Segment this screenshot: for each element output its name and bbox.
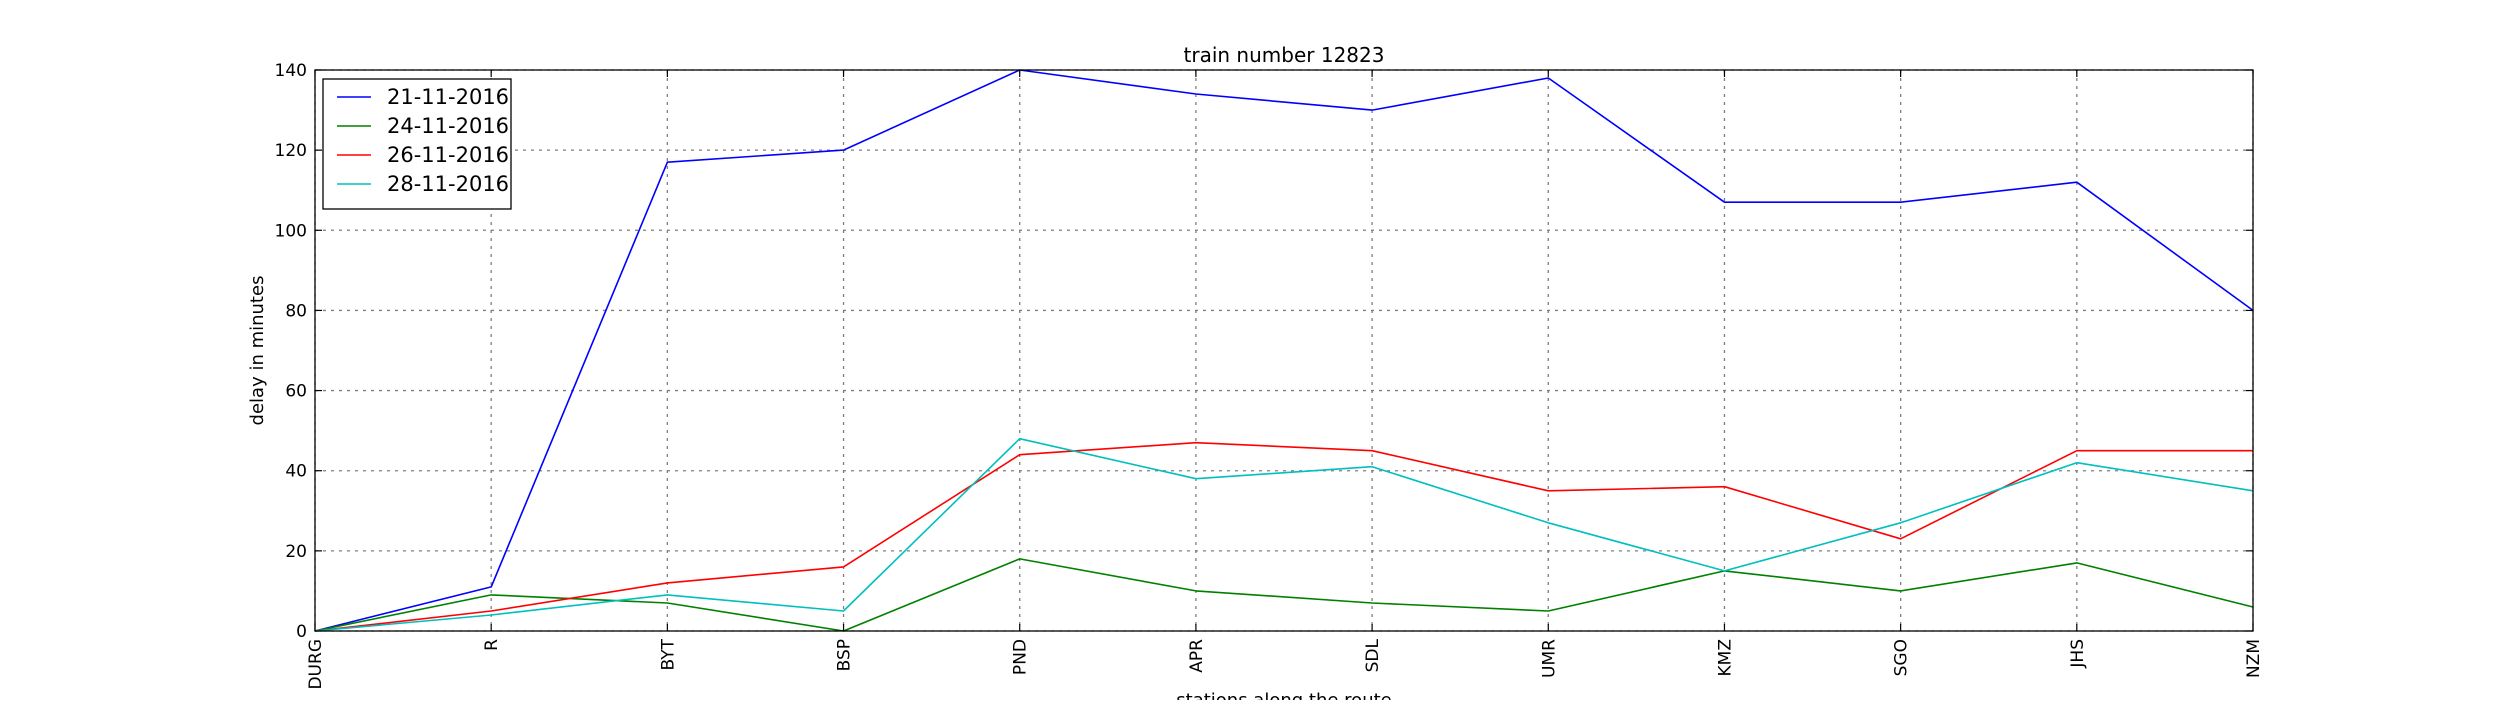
- x-tick-label: SGO: [1892, 639, 1912, 676]
- y-tick-label: 40: [285, 462, 307, 482]
- y-tick-label: 80: [285, 301, 307, 321]
- x-tick-label: UMR: [1539, 639, 1559, 678]
- x-tick-label: NZM: [2244, 639, 2264, 678]
- chart-title: train number 12823: [1184, 43, 1385, 67]
- legend-frame: [322, 78, 512, 210]
- legend: 21-11-2016 24-11-2016 26-11-2016 28-11-2016: [322, 78, 512, 210]
- x-axis-label: stations along the route: [1176, 690, 1391, 700]
- legend-label: 21-11-2016: [387, 85, 509, 109]
- x-tick-label: R: [482, 639, 502, 651]
- legend-label: 28-11-2016: [387, 172, 509, 196]
- x-tick-label: KMZ: [1715, 639, 1735, 676]
- plot-frame: [314, 69, 2254, 632]
- x-tick-label: SDL: [1363, 638, 1383, 672]
- series-layer: [314, 69, 2254, 632]
- legend-label: 26-11-2016: [387, 143, 509, 167]
- y-tick-label: 60: [285, 382, 307, 402]
- y-axis-label: delay in minutes: [247, 276, 268, 426]
- y-tick-label: 20: [285, 542, 307, 562]
- series-line-21-11-2016: [314, 69, 2254, 632]
- x-tick-label: DURG: [306, 639, 326, 690]
- y-tick-label: 120: [275, 141, 307, 161]
- legend-label: 24-11-2016: [387, 114, 509, 138]
- series-line-26-11-2016: [314, 441, 2253, 632]
- series-line-28-11-2016: [314, 437, 2254, 632]
- x-tick-label: APR: [1187, 639, 1207, 673]
- y-tick-label: 100: [275, 221, 307, 241]
- x-tick-label: BSP: [835, 639, 855, 671]
- x-tick-label: BYT: [658, 638, 678, 670]
- y-tick-label: 0: [296, 622, 307, 642]
- y-tick-label: 140: [275, 61, 307, 81]
- tick-layer: DURG R BYT BSP PND APR SDL UMR KMZ SGO JHS NZM 0 20 40…: [275, 61, 2264, 690]
- x-tick-label: JHS: [2068, 639, 2088, 669]
- x-tick-label: PND: [1011, 639, 1031, 675]
- series-line-24-11-2016: [314, 558, 2254, 632]
- grid-layer: [314, 69, 2254, 632]
